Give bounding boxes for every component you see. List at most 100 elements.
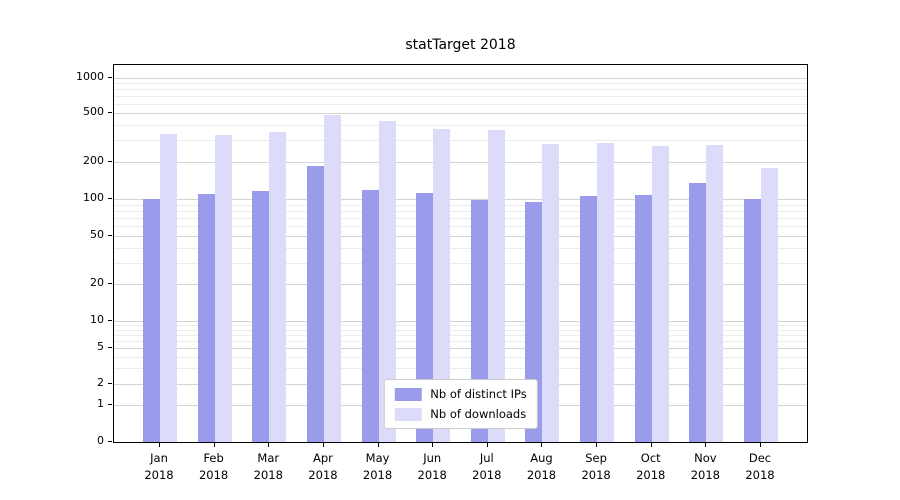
y-tick-label: 500 <box>83 105 104 118</box>
x-tick-label: Feb 2018 <box>198 451 229 482</box>
bar-distinct-ips <box>580 196 598 442</box>
x-tick-mark <box>596 443 598 447</box>
bar-downloads <box>160 133 177 442</box>
major-gridline <box>114 199 807 200</box>
x-tick-mark <box>322 443 324 447</box>
y-tick-label: 100 <box>83 191 104 204</box>
legend-item-downloads: Nb of downloads <box>394 407 526 421</box>
bar-distinct-ips <box>634 194 652 442</box>
y-tick-mark <box>108 383 112 384</box>
minor-gridline <box>114 368 807 370</box>
minor-gridline <box>114 356 807 358</box>
x-tick-mark <box>760 443 761 447</box>
minor-gridline <box>114 247 807 249</box>
y-tick-mark <box>108 161 112 162</box>
y-tick-mark <box>108 320 112 321</box>
bar-distinct-ips <box>197 193 215 442</box>
minor-gridline <box>114 262 807 264</box>
bar-distinct-ips <box>361 190 379 442</box>
y-tick-label: 1000 <box>76 70 104 83</box>
x-tick-label: Jan 2018 <box>144 451 174 482</box>
x-tick-label: Aug 2018 <box>526 451 557 482</box>
major-gridline <box>114 113 807 114</box>
x-tick-mark <box>541 443 543 447</box>
minor-gridline <box>114 83 807 85</box>
minor-gridline <box>114 329 807 331</box>
x-tick-label: May 2018 <box>362 451 393 482</box>
bar-distinct-ips <box>689 182 707 442</box>
bar-distinct-ips <box>252 190 270 442</box>
y-tick-mark <box>108 283 112 284</box>
y-tick-label: 0 <box>97 434 104 447</box>
y-tick-label: 5 <box>97 340 104 353</box>
x-tick-label: Oct 2018 <box>636 451 666 482</box>
bar-downloads <box>651 145 669 442</box>
bar-distinct-ips <box>744 199 761 442</box>
bar-downloads <box>706 144 724 442</box>
x-tick-label: Jul 2018 <box>472 451 502 482</box>
minor-gridline <box>114 124 807 126</box>
minor-gridline <box>114 325 807 327</box>
minor-gridline <box>114 103 807 105</box>
x-tick-mark <box>705 443 707 447</box>
bar-distinct-ips <box>306 166 324 442</box>
major-gridline <box>114 348 807 349</box>
major-gridline <box>114 321 807 322</box>
x-tick-label: Dec 2018 <box>745 451 775 482</box>
y-tick-mark <box>108 347 112 348</box>
x-tick-mark <box>213 443 215 447</box>
bar-downloads <box>214 135 232 442</box>
y-tick-label: 1 <box>97 397 104 410</box>
y-tick-mark <box>108 198 112 199</box>
bar-distinct-ips <box>143 199 160 442</box>
legend-label-downloads: Nb of downloads <box>430 407 527 421</box>
bar-downloads <box>323 115 341 442</box>
legend: Nb of distinct IPs Nb of downloads <box>383 379 538 429</box>
x-tick-mark <box>650 443 652 447</box>
bar-downloads <box>487 129 505 442</box>
bar-downloads <box>378 121 396 442</box>
y-tick-label: 200 <box>83 154 104 167</box>
minor-gridline <box>114 96 807 97</box>
x-tick-label: Nov 2018 <box>690 451 720 482</box>
bar-downloads <box>433 129 451 442</box>
y-tick-label: 50 <box>90 228 104 241</box>
bar-downloads <box>761 167 778 442</box>
legend-label-distinct-ips: Nb of distinct IPs <box>430 387 527 401</box>
x-tick-label: Sep 2018 <box>581 451 611 482</box>
major-gridline <box>114 236 807 237</box>
legend-item-distinct-ips: Nb of distinct IPs <box>394 387 527 401</box>
major-gridline <box>114 78 807 79</box>
minor-gridline <box>114 340 807 342</box>
chart-title: statTarget 2018 <box>405 37 516 53</box>
major-gridline <box>114 162 807 163</box>
y-tick-label: 20 <box>90 276 104 289</box>
major-gridline <box>114 284 807 285</box>
x-tick-label: Jun 2018 <box>417 451 447 482</box>
x-tick-label: Mar 2018 <box>253 451 283 482</box>
y-tick-mark <box>108 235 112 236</box>
minor-gridline <box>114 334 807 336</box>
minor-gridline <box>114 218 807 220</box>
minor-gridline <box>114 204 807 206</box>
x-tick-mark <box>268 443 270 447</box>
y-tick-label: 10 <box>90 313 104 326</box>
x-tick-mark <box>377 443 379 447</box>
y-tick-mark <box>108 404 112 405</box>
y-tick-mark <box>108 77 112 78</box>
minor-gridline <box>114 140 807 142</box>
y-tick-label: 2 <box>97 376 104 389</box>
minor-gridline <box>114 226 807 228</box>
minor-gridline <box>114 89 807 91</box>
y-tick-mark <box>108 112 112 113</box>
x-tick-mark <box>432 443 434 447</box>
legend-swatch-distinct-ips <box>394 387 422 401</box>
legend-swatch-downloads <box>394 407 422 421</box>
x-tick-label: Apr 2018 <box>308 451 338 482</box>
plot-area: Nb of distinct IPs Nb of downloads <box>113 64 808 443</box>
x-tick-mark <box>159 443 160 447</box>
y-tick-mark <box>108 441 112 442</box>
bar-downloads <box>269 132 287 442</box>
bar-downloads <box>597 143 615 442</box>
